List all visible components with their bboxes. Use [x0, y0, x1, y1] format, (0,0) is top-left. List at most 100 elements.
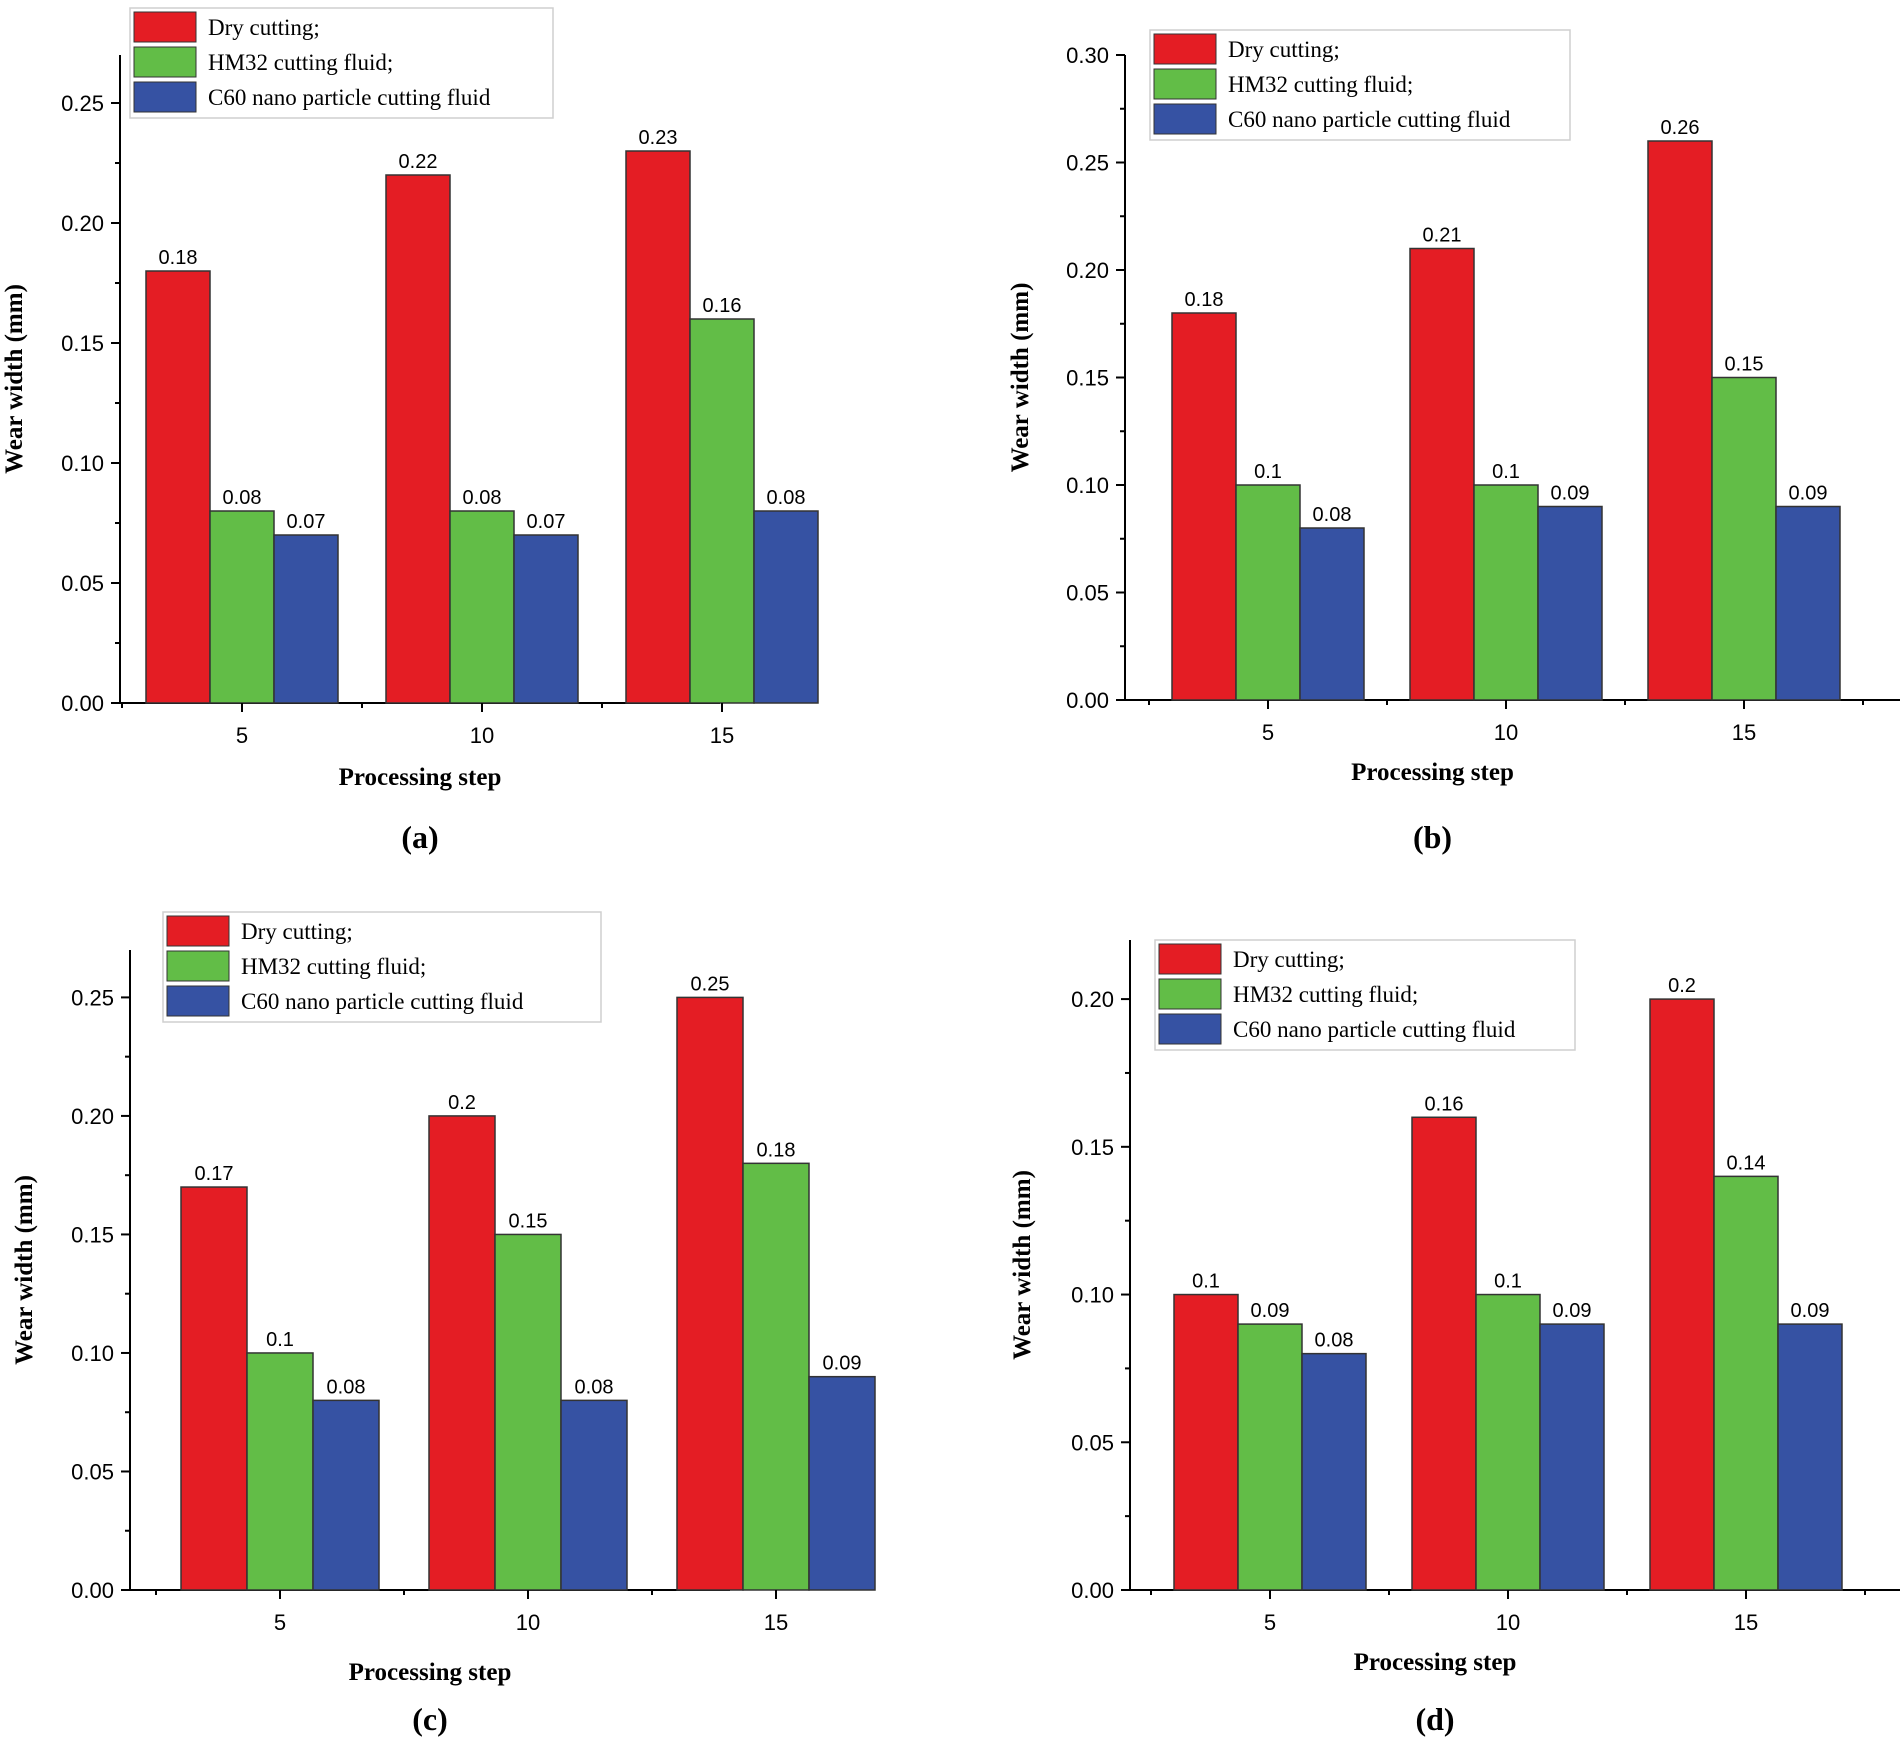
y-tick-label: 0.20: [71, 1104, 114, 1129]
legend-swatch-hm32: [166, 950, 230, 982]
bar-value-label: 0.1: [1492, 461, 1520, 483]
legend-label-dry: Dry cutting;: [1228, 37, 1340, 62]
y-axis-title: Wear width (mm): [1007, 283, 1034, 473]
panel-label: (c): [412, 1701, 448, 1737]
bar-c60-5: [273, 534, 339, 704]
bar-hm32-15: [1713, 1175, 1779, 1591]
bar-dry-15: [1647, 140, 1713, 701]
bar-value-label: 0.25: [691, 973, 730, 995]
bar-c60-10: [513, 534, 579, 704]
legend-label-dry: Dry cutting;: [241, 919, 353, 944]
legend-label-c60: C60 nano particle cutting fluid: [208, 85, 491, 110]
y-tick-label: 0.15: [1071, 1135, 1114, 1160]
x-tick-label: 5: [1264, 1610, 1276, 1635]
chart-panel-a: 0.00 0.05 0.10 0.15 0.20 0.25 0.18 0.08 0.07 5 0.2…: [1, 7, 819, 855]
y-tick-label: 0.05: [1071, 1430, 1114, 1455]
bar-value-label: 0.08: [575, 1376, 614, 1398]
legend: Dry cutting; HM32 cutting fluid; C60 nano …: [1149, 29, 1571, 141]
bar-value-label: 0.18: [757, 1139, 796, 1161]
x-tick-label: 10: [1494, 720, 1518, 745]
x-tick-label: 15: [1732, 720, 1756, 745]
x-axis-title: Processing step: [339, 764, 502, 791]
legend-label-hm32: HM32 cutting fluid;: [241, 954, 426, 979]
bar-value-label: 0.15: [1725, 354, 1764, 376]
bar-dry-10: [428, 1115, 496, 1591]
bar-hm32-5: [246, 1352, 314, 1591]
bar-value-label: 0.2: [1668, 975, 1696, 997]
bar-value-label: 0.08: [1313, 504, 1352, 526]
y-tick-label: 0.20: [1071, 987, 1114, 1012]
bar-c60-15: [808, 1375, 876, 1591]
bar-c60-15: [1775, 505, 1841, 701]
bar-value-label: 0.15: [509, 1210, 548, 1232]
bar-value-label: 0.09: [1791, 1300, 1830, 1322]
bar-dry-5: [1171, 312, 1237, 701]
bar-c60-10: [1537, 505, 1603, 701]
bar-c60-5: [1301, 1352, 1367, 1591]
bar-value-label: 0.1: [1254, 461, 1282, 483]
y-tick-label: 0.05: [1066, 581, 1109, 606]
panel-label: (d): [1415, 1701, 1454, 1737]
x-tick-label: 5: [236, 723, 248, 748]
legend-swatch-c60: [133, 81, 197, 113]
legend-frame: [162, 911, 602, 1023]
bar-value-label: 0.18: [1185, 289, 1224, 311]
bar-value-label: 0.1: [1494, 1271, 1522, 1293]
chart-panel-c: 0.00 0.05 0.10 0.15 0.20 0.25 0.17 0.1 0.08 5 0.2 0…: [11, 911, 876, 1737]
y-axis-title: Wear width (mm): [11, 1175, 38, 1365]
legend: Dry cutting; HM32 cutting fluid; C60 nano …: [129, 7, 554, 119]
bar-value-label: 0.09: [1789, 483, 1828, 505]
y-tick-label: 0.25: [71, 985, 114, 1010]
legend-label-dry: Dry cutting;: [1233, 947, 1345, 972]
legend-label-c60: C60 nano particle cutting fluid: [1233, 1017, 1516, 1042]
legend-swatch-hm32: [1158, 978, 1222, 1010]
bar-value-label: 0.2: [448, 1092, 476, 1114]
y-tick-label: 0.15: [1066, 366, 1109, 391]
bar-value-label: 0.08: [767, 487, 806, 509]
y-tick-label: 0.00: [61, 691, 104, 716]
y-tick-label: 0.10: [61, 451, 104, 476]
bar-dry-10: [1411, 1116, 1477, 1591]
legend-swatch-c60: [166, 985, 230, 1017]
bar-dry-10: [1409, 247, 1475, 701]
legend-swatch-c60: [1153, 103, 1217, 135]
y-tick-label: 0.25: [1066, 151, 1109, 176]
legend-frame: [129, 7, 554, 119]
bar-value-label: 0.09: [1251, 1300, 1290, 1322]
bar-hm32-10: [1475, 1293, 1541, 1591]
y-tick-label: 0.10: [71, 1341, 114, 1366]
bar-c60-10: [1539, 1323, 1605, 1591]
bar-value-label: 0.16: [703, 295, 742, 317]
bar-hm32-10: [449, 510, 515, 704]
legend-frame: [1154, 939, 1576, 1051]
x-axis-title: Processing step: [349, 1659, 512, 1686]
bar-dry-15: [1649, 998, 1715, 1591]
y-tick-label: 0.00: [1066, 688, 1109, 713]
bar-value-label: 0.09: [1553, 1300, 1592, 1322]
bar-value-label: 0.08: [463, 487, 502, 509]
bar-hm32-5: [1237, 1323, 1303, 1591]
x-tick-label: 10: [1496, 1610, 1520, 1635]
bar-hm32-15: [1711, 376, 1777, 701]
x-axis-title: Processing step: [1354, 1649, 1517, 1676]
bar-value-label: 0.1: [266, 1329, 294, 1351]
bar-dry-10: [385, 174, 451, 704]
legend-label-dry: Dry cutting;: [208, 15, 320, 40]
y-tick-label: 0.00: [1071, 1578, 1114, 1603]
legend-swatch-dry: [133, 11, 197, 43]
y-tick-label: 0.20: [61, 211, 104, 236]
y-tick-label: 0.10: [1066, 473, 1109, 498]
bar-dry-5: [145, 270, 211, 704]
bar-value-label: 0.26: [1661, 117, 1700, 139]
x-tick-label: 15: [764, 1610, 788, 1635]
panel-label: (b): [1413, 819, 1452, 855]
bar-hm32-15: [689, 318, 755, 704]
y-tick-label: 0.20: [1066, 258, 1109, 283]
bar-value-label: 0.17: [195, 1163, 234, 1185]
y-tick-label: 0.15: [71, 1222, 114, 1247]
x-tick-label: 15: [1734, 1610, 1758, 1635]
bar-hm32-5: [1235, 484, 1301, 701]
bar-dry-15: [625, 150, 691, 704]
y-axis-title: Wear width (mm): [1, 284, 28, 474]
legend-frame: [1149, 29, 1571, 141]
